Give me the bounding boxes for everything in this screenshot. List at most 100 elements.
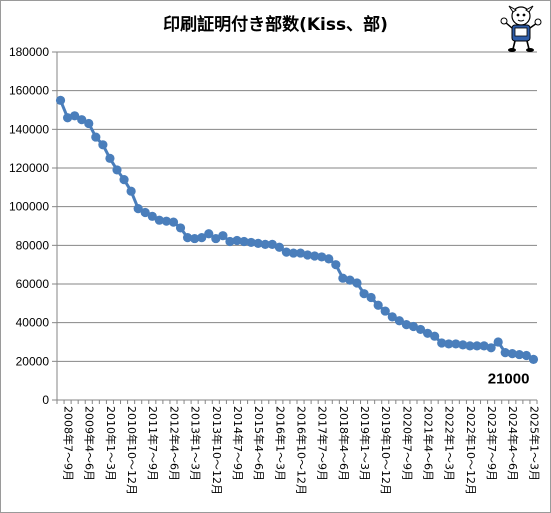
data-point bbox=[232, 235, 242, 246]
x-tick-label: 2013年10～12月 bbox=[210, 406, 224, 495]
data-point bbox=[437, 338, 447, 348]
data-point bbox=[175, 223, 186, 233]
y-tick-label: 20000 bbox=[16, 354, 50, 368]
x-tick-label: 2020年7～9月 bbox=[400, 406, 414, 481]
x-tick-label: 2010年1～3月 bbox=[104, 406, 118, 481]
x-tick-label: 2022年10～12月 bbox=[464, 406, 478, 495]
y-tick-label: 40000 bbox=[16, 316, 50, 330]
data-point bbox=[465, 341, 475, 351]
data-point bbox=[507, 349, 517, 359]
data-point bbox=[352, 278, 362, 288]
y-axis-ticks: 0 20000 40000 60000 80000 100000 120000 140000 1… bbox=[9, 45, 57, 407]
data-point bbox=[190, 233, 200, 244]
x-tick-label: 2016年10～12月 bbox=[294, 406, 308, 495]
data-point bbox=[239, 236, 249, 247]
x-tick-label: 2011年7～9月 bbox=[146, 406, 160, 481]
data-label: 21000 bbox=[488, 370, 530, 387]
data-point bbox=[253, 238, 263, 248]
data-point bbox=[479, 341, 489, 351]
x-tick-label: 2023年7～9月 bbox=[485, 406, 499, 481]
mascot-logo-icon bbox=[500, 5, 542, 52]
data-point bbox=[267, 239, 277, 249]
data-point bbox=[387, 312, 397, 322]
y-tick-label: 0 bbox=[42, 393, 49, 407]
data-point bbox=[331, 260, 341, 270]
data-point bbox=[105, 153, 115, 163]
data-point bbox=[528, 354, 539, 364]
data-point bbox=[373, 300, 383, 310]
gridlines bbox=[57, 51, 537, 362]
data-point bbox=[401, 320, 412, 330]
data-point bbox=[302, 250, 313, 260]
data-point bbox=[98, 140, 108, 150]
data-point bbox=[70, 111, 80, 121]
y-tick-label: 80000 bbox=[16, 238, 50, 252]
data-point bbox=[500, 348, 510, 358]
x-tick-label: 2016年1～3月 bbox=[273, 406, 287, 481]
y-tick-label: 120000 bbox=[9, 161, 49, 175]
x-tick-label: 2018年4～6月 bbox=[337, 406, 351, 481]
x-tick-label: 2008年7～9月 bbox=[62, 406, 76, 481]
data-point bbox=[161, 216, 172, 226]
data-point bbox=[119, 175, 129, 185]
y-tick-label: 60000 bbox=[16, 277, 50, 291]
data-point bbox=[211, 233, 221, 244]
x-axis-ticks: 2008年7～9月 2009年4～6月 2010年1～3月 2010年10～12月 20… bbox=[56, 400, 541, 495]
data-point bbox=[359, 289, 369, 299]
data-point bbox=[147, 211, 157, 221]
x-tick-label: 2017年7～9月 bbox=[316, 406, 330, 481]
data-point bbox=[345, 275, 355, 285]
data-point bbox=[260, 239, 270, 249]
y-tick-label: 180000 bbox=[9, 45, 49, 59]
x-tick-label: 2019年1～3月 bbox=[358, 406, 372, 481]
data-point bbox=[415, 324, 426, 335]
data-point bbox=[168, 217, 179, 227]
data-point bbox=[225, 236, 235, 247]
chart-title: 印刷証明付き部数(Kiss、部) bbox=[163, 15, 388, 35]
data-point bbox=[281, 247, 292, 257]
x-tick-label: 2025年1～3月 bbox=[527, 406, 541, 481]
x-tick-label: 2010年10～12月 bbox=[125, 406, 139, 495]
data-point bbox=[451, 339, 461, 349]
data-point bbox=[317, 252, 327, 262]
data-point bbox=[133, 204, 143, 214]
data-point bbox=[472, 341, 482, 351]
data-point bbox=[521, 350, 532, 361]
x-tick-label: 2015年4～6月 bbox=[252, 406, 266, 481]
data-point bbox=[55, 95, 66, 105]
data-point bbox=[91, 132, 101, 142]
x-tick-label: 2021年4～6月 bbox=[422, 406, 436, 481]
data-point bbox=[458, 340, 468, 350]
data-point bbox=[126, 186, 136, 196]
y-tick-label: 100000 bbox=[9, 200, 49, 214]
data-point bbox=[366, 292, 376, 303]
data-point bbox=[310, 251, 320, 261]
data-point bbox=[514, 349, 524, 360]
data-point bbox=[77, 115, 87, 125]
x-tick-label: 2024年4～6月 bbox=[506, 406, 520, 481]
data-point bbox=[408, 321, 419, 332]
data-point bbox=[338, 273, 348, 283]
x-tick-label: 2014年7～9月 bbox=[231, 406, 245, 481]
x-tick-label: 2009年4～6月 bbox=[83, 406, 97, 481]
data-point bbox=[493, 337, 503, 347]
series-line bbox=[59, 99, 535, 361]
data-point bbox=[430, 331, 440, 341]
data-point bbox=[218, 231, 228, 241]
data-point bbox=[380, 306, 390, 316]
data-point bbox=[154, 215, 164, 225]
data-point bbox=[295, 248, 306, 258]
data-point bbox=[246, 237, 256, 248]
data-point bbox=[486, 343, 496, 353]
x-tick-label: 2013年1～3月 bbox=[189, 406, 203, 481]
data-labels: 21000 bbox=[488, 370, 530, 387]
x-tick-label: 2019年10～12月 bbox=[379, 406, 393, 495]
data-point bbox=[140, 207, 150, 218]
data-point bbox=[288, 248, 299, 258]
data-point bbox=[204, 229, 214, 239]
data-point bbox=[422, 328, 433, 338]
data-point bbox=[394, 316, 404, 326]
data-point bbox=[444, 339, 454, 349]
